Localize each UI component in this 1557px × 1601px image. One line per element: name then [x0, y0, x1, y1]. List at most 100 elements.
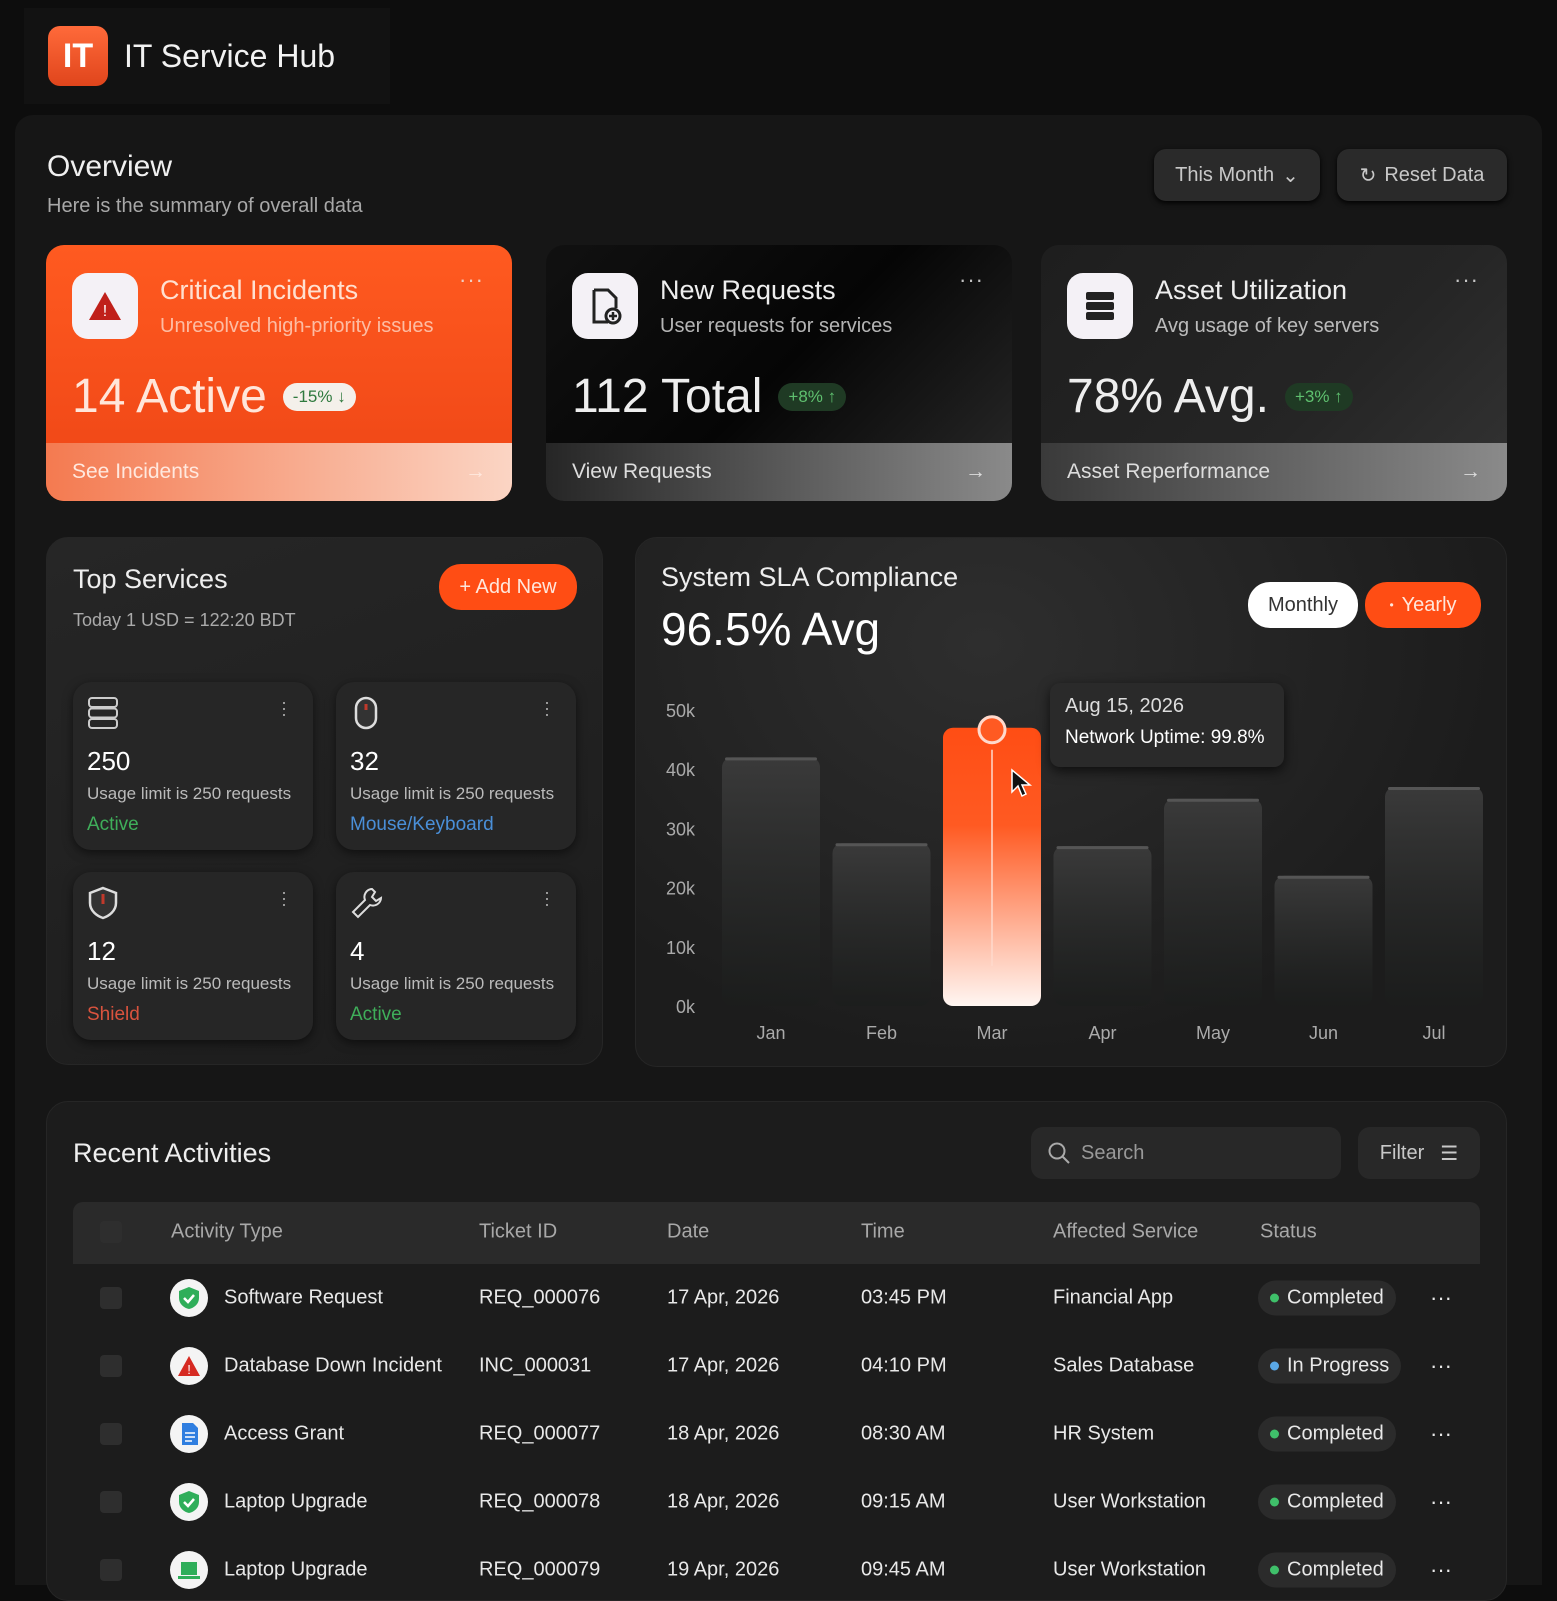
asset-performance-link[interactable]: Asset Reperformance →	[1041, 443, 1507, 501]
more-icon[interactable]: ···	[959, 267, 984, 292]
column-header[interactable]: Affected Service	[1053, 1220, 1199, 1243]
chart-tooltip: Aug 15, 2026 Network Uptime: 99.8%	[1050, 683, 1284, 767]
x-tick-label: Feb	[866, 1023, 897, 1043]
activity-type: Database Down Incident	[224, 1354, 442, 1377]
svg-text:!: !	[187, 1362, 191, 1377]
more-icon[interactable]: ···	[1454, 267, 1479, 292]
service-card[interactable]: ··· 32 Usage limit is 250 requests Mouse…	[336, 682, 576, 850]
period-value: This Month	[1175, 163, 1275, 186]
period-dropdown[interactable]: This Month ⌄	[1154, 149, 1320, 201]
row-checkbox[interactable]	[100, 1423, 122, 1445]
service-card[interactable]: ··· 12 Usage limit is 250 requests Shiel…	[73, 872, 313, 1040]
select-all-checkbox[interactable]	[100, 1221, 122, 1243]
kpi-subtitle: User requests for services	[660, 315, 893, 337]
server-icon	[88, 697, 118, 729]
service-usage: Usage limit is 250 requests	[350, 974, 555, 993]
row-checkbox[interactable]	[100, 1491, 122, 1513]
service-usage: Usage limit is 250 requests	[350, 784, 555, 803]
tooltip-date: Aug 15, 2026	[1065, 695, 1184, 717]
arrow-right-icon: →	[1460, 460, 1481, 483]
kpi-new-requests: New Requests User requests for services …	[546, 245, 1012, 501]
bar-feb[interactable]	[832, 843, 931, 1006]
monthly-toggle[interactable]: Monthly	[1248, 582, 1358, 628]
row-checkbox[interactable]	[100, 1559, 122, 1581]
more-icon[interactable]: ···	[1430, 1353, 1452, 1378]
ticket-id[interactable]: REQ_000076	[479, 1286, 601, 1309]
ticket-id[interactable]: REQ_000079	[479, 1558, 601, 1581]
service-card[interactable]: ··· 4 Usage limit is 250 requests Active	[336, 872, 576, 1040]
shield-icon	[88, 886, 118, 920]
row-checkbox[interactable]	[100, 1287, 122, 1309]
status-dot-icon	[1270, 1429, 1279, 1439]
file-add-icon	[572, 273, 638, 339]
column-header[interactable]: Status	[1260, 1220, 1317, 1243]
server-icon	[1067, 273, 1133, 339]
more-icon[interactable]: ···	[1430, 1489, 1452, 1514]
activity-date: 19 Apr, 2026	[667, 1558, 780, 1581]
ticket-id[interactable]: REQ_000077	[479, 1422, 601, 1445]
x-tick-label: Jul	[1422, 1023, 1445, 1043]
more-vertical-icon[interactable]: ···	[275, 890, 295, 908]
more-vertical-icon[interactable]: ···	[538, 700, 558, 718]
y-tick-label: 30k	[666, 819, 696, 839]
kpi-subtitle: Unresolved high-priority issues	[160, 315, 434, 337]
filter-icon: ☰	[1440, 1142, 1459, 1165]
dot-icon: •	[1389, 598, 1394, 612]
status-dot-icon	[1270, 1361, 1279, 1371]
bar-apr[interactable]	[1053, 846, 1152, 1006]
column-header[interactable]: Date	[667, 1220, 710, 1243]
page-subtitle: Here is the summary of overall data	[47, 195, 363, 217]
activity-time: 08:30 AM	[861, 1422, 946, 1445]
see-incidents-link[interactable]: See Incidents →	[46, 443, 512, 501]
app-logo: IT	[48, 26, 108, 86]
warning-icon: !	[72, 273, 138, 339]
arrow-right-icon: →	[965, 460, 986, 483]
bar-jun[interactable]	[1274, 875, 1373, 1006]
more-icon[interactable]: ···	[1430, 1557, 1452, 1582]
more-vertical-icon[interactable]: ···	[538, 890, 558, 908]
kpi-value: 78% Avg.	[1067, 370, 1269, 423]
filter-button[interactable]: Filter ☰	[1358, 1127, 1480, 1179]
status-dot-icon	[1270, 1497, 1279, 1507]
kpi-subtitle: Avg usage of key servers	[1155, 315, 1380, 337]
status-label: Completed	[1287, 1286, 1384, 1309]
hover-point[interactable]	[977, 715, 1007, 745]
bar-may[interactable]	[1164, 798, 1262, 1006]
kpi-value: 112 Total	[572, 370, 763, 423]
column-header[interactable]: Time	[861, 1220, 905, 1243]
column-header[interactable]: Ticket ID	[479, 1220, 558, 1243]
add-new-button[interactable]: + Add New	[439, 564, 577, 610]
yearly-toggle[interactable]: • Yearly	[1365, 582, 1481, 628]
ticket-id[interactable]: INC_000031	[479, 1354, 592, 1377]
toggle-label: Yearly	[1401, 593, 1457, 616]
sla-bar-chart: 0k 10k 20k 30k 40k 50k Jan Feb Mar Apr May Jun Jul	[666, 701, 1483, 1043]
service-label: Mouse/Keyboard	[350, 814, 494, 835]
service-label: Shield	[87, 1004, 140, 1025]
filter-label: Filter	[1379, 1141, 1425, 1164]
reset-data-button[interactable]: ↻ Reset Data	[1337, 149, 1507, 201]
trend-badge: -15% ↓	[282, 382, 356, 411]
wrench-icon	[351, 887, 383, 919]
bar-jul[interactable]	[1385, 786, 1483, 1006]
bar-highlight-edge	[1277, 875, 1370, 879]
tooltip-value: Network Uptime: 99.8%	[1065, 727, 1265, 748]
service-count: 250	[87, 746, 131, 776]
more-icon[interactable]: ···	[1430, 1421, 1452, 1446]
view-requests-link[interactable]: View Requests →	[546, 443, 1012, 501]
x-tick-label: Mar	[977, 1023, 1008, 1043]
search-input[interactable]: Search	[1031, 1127, 1341, 1179]
more-icon[interactable]: ···	[459, 267, 484, 292]
service-card[interactable]: ··· 250 Usage limit is 250 requests Acti…	[73, 682, 313, 850]
more-icon[interactable]: ···	[1430, 1285, 1452, 1310]
row-checkbox[interactable]	[100, 1355, 122, 1377]
bar-jan[interactable]	[722, 757, 820, 1006]
ticket-id[interactable]: REQ_000078	[479, 1490, 601, 1513]
status-badge: Completed	[1258, 1416, 1396, 1452]
column-header[interactable]: Activity Type	[171, 1220, 283, 1243]
activity-type: Laptop Upgrade	[224, 1558, 368, 1581]
more-vertical-icon[interactable]: ···	[275, 700, 295, 718]
mouse-icon	[354, 696, 378, 730]
service-count: 4	[350, 936, 365, 966]
affected-service: Sales Database	[1053, 1354, 1195, 1377]
service-count: 12	[87, 936, 116, 966]
